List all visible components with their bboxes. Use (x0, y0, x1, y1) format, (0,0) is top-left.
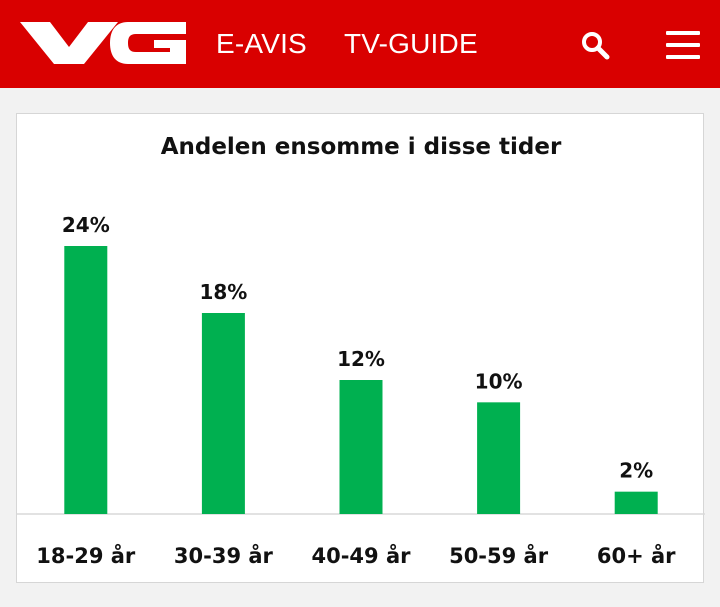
x-tick-label: 30-39 år (174, 543, 274, 568)
data-label: 24% (62, 213, 110, 237)
bar (201, 313, 245, 514)
x-tick-label: 50-59 år (449, 543, 549, 568)
chart-card: Andelen ensomme i disse tider 24% 18-29 år… (16, 113, 705, 583)
nav-link-e-avis[interactable]: E-AVIS (216, 28, 307, 59)
bar-chart: Andelen ensomme i disse tider 24% 18-29 år… (17, 134, 705, 568)
bar (477, 402, 521, 514)
data-label: 2% (619, 459, 653, 483)
hamburger-menu-icon[interactable] (666, 29, 700, 61)
x-tick-label: 40-49 år (311, 543, 411, 568)
vg-logo[interactable]: VG (20, 22, 186, 64)
data-label: 10% (475, 369, 523, 393)
x-tick-label: 60+ år (597, 543, 676, 568)
data-label: 12% (337, 347, 385, 371)
chart-title: Andelen ensomme i disse tider (161, 134, 562, 160)
data-label: 18% (199, 280, 247, 304)
x-tick-label: 18-29 år (36, 543, 136, 568)
search-icon[interactable] (580, 30, 610, 60)
nav-link-tv-guide[interactable]: TV-GUIDE (344, 28, 478, 59)
top-bar: VG E-AVIS TV-GUIDE (0, 0, 720, 88)
bar (339, 380, 383, 514)
bar (614, 491, 658, 514)
bar (64, 246, 108, 514)
